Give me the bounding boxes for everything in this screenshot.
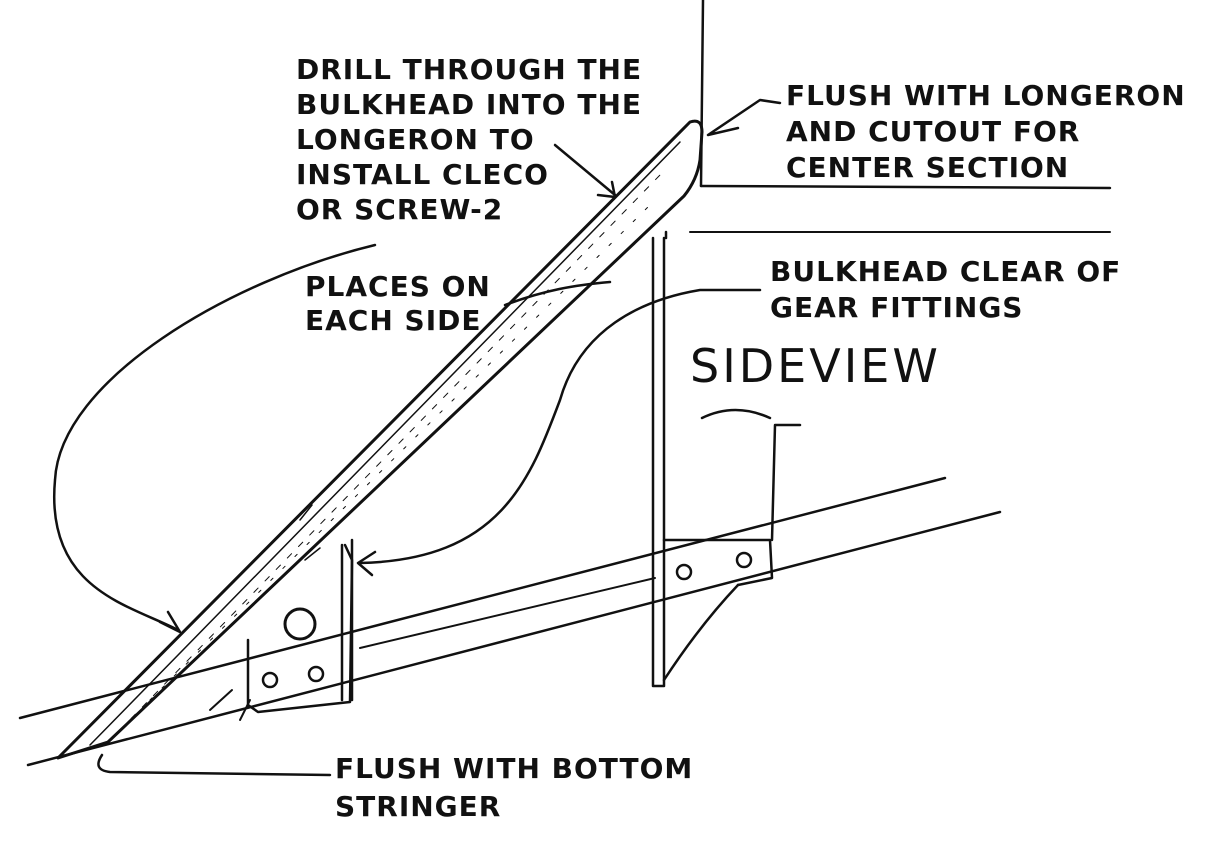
flush-longeron-note: FLUSH WITH LONGERON AND CUTOUT FOR CENTE… — [786, 79, 1186, 184]
gear-fitting-front — [246, 538, 354, 714]
drill-note: DRILL THROUGH THE BULKHEAD INTO THE LONG… — [296, 53, 643, 226]
bottom-stringers — [18, 476, 1002, 767]
places-note: PLACES ON EACH SIDE — [305, 270, 491, 337]
side-view-label: SIDEVIEW — [690, 339, 941, 393]
rear-bulkhead — [651, 230, 802, 688]
leader-lines — [52, 98, 782, 777]
bulkhead-clear-note: BULKHEAD CLEAR OF GEAR FITTINGS — [770, 255, 1122, 324]
flush-bottom-note: FLUSH WITH BOTTOM STRINGER — [335, 752, 694, 823]
diagonal-bulkhead — [56, 119, 704, 760]
